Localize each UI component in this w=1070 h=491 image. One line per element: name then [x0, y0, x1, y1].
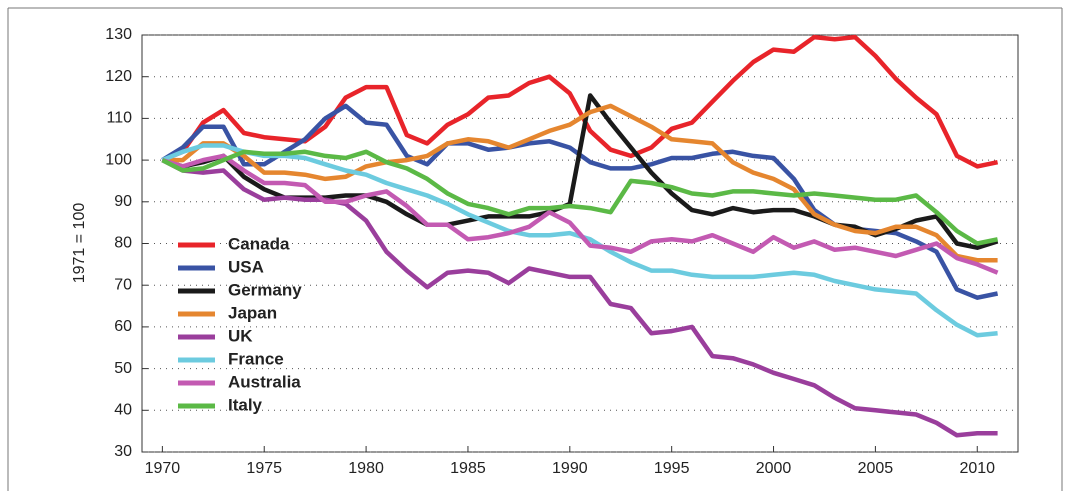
y-tick-label: 40	[114, 402, 132, 419]
y-tick-label: 100	[105, 151, 132, 168]
x-tick-label: 2010	[959, 460, 995, 477]
x-tick-label: 2000	[756, 460, 792, 477]
legend-label: France	[228, 349, 284, 368]
x-tick-label: 1985	[450, 460, 486, 477]
series-line	[161, 149, 999, 246]
x-tick-label: 1975	[246, 460, 282, 477]
legend-label: Canada	[228, 234, 290, 253]
legend-label: Italy	[228, 395, 263, 414]
x-tick-label: 1995	[654, 460, 690, 477]
y-tick-label: 50	[114, 360, 132, 377]
y-tick-label: 120	[105, 68, 132, 85]
legend-label: Germany	[228, 280, 302, 299]
y-axis-label: 1971 = 100	[71, 203, 88, 284]
y-tick-label: 130	[105, 26, 132, 43]
x-tick-label: 1990	[552, 460, 588, 477]
x-tick-label: 2005	[858, 460, 894, 477]
legend-label: Japan	[228, 303, 277, 322]
y-tick-label: 110	[106, 110, 132, 127]
y-tick-label: 70	[114, 276, 132, 293]
y-tick-label: 80	[114, 235, 132, 252]
x-tick-label: 1980	[348, 460, 384, 477]
y-tick-label: 30	[114, 443, 132, 460]
x-tick-label: 1970	[145, 460, 181, 477]
series-line	[161, 153, 999, 275]
y-tick-label: 90	[114, 193, 132, 210]
legend-label: Australia	[228, 372, 301, 391]
legend-label: UK	[228, 326, 253, 345]
series-line	[161, 158, 998, 438]
legend-label: USA	[228, 257, 264, 276]
series-line	[162, 103, 998, 263]
y-tick-label: 60	[114, 318, 132, 335]
